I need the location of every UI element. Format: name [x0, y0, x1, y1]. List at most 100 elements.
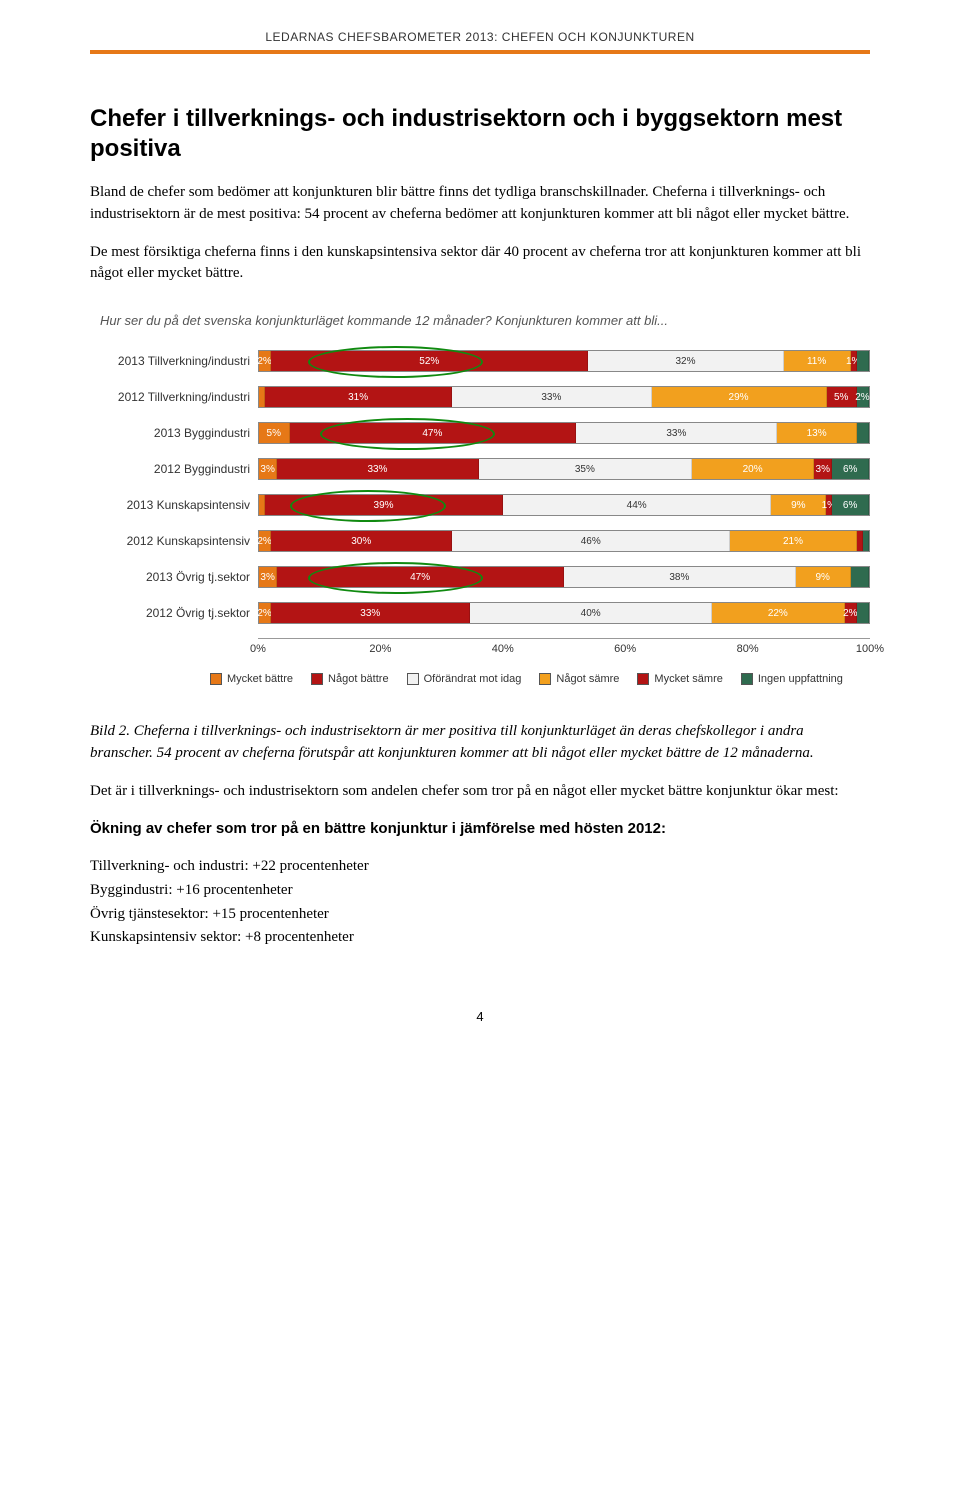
subheading: Ökning av chefer som tror på en bättre k…: [90, 818, 870, 840]
axis-tick: 60%: [614, 643, 636, 655]
legend-label: Något sämre: [556, 673, 619, 685]
chart-row: 2012 Övrig tj.sektor2%33%40%22%2%: [90, 602, 870, 624]
paragraph-1: Bland de chefer som bedömer att konjunkt…: [90, 182, 870, 226]
bar-segment: 3%: [814, 459, 832, 479]
legend-label: Något bättre: [328, 673, 389, 685]
legend-swatch: [407, 673, 419, 685]
bar-segment: 2%: [259, 603, 271, 623]
bar-segment: 21%: [730, 531, 857, 551]
chart-row: 2013 Byggindustri5%47%33%13%: [90, 422, 870, 444]
legend-label: Mycket bättre: [227, 673, 293, 685]
chart-x-axis: 0%20%40%60%80%100%: [258, 638, 870, 661]
list-line: Tillverkning- och industri: +22 procente…: [90, 856, 870, 878]
row-label: 2013 Övrig tj.sektor: [90, 570, 258, 584]
chart-row: 2013 Tillverkning/industri2%52%32%11%1%: [90, 350, 870, 372]
bar-segment: 2%: [845, 603, 857, 623]
bar-segment: 31%: [265, 387, 452, 407]
row-label: 2012 Tillverkning/industri: [90, 390, 258, 404]
bar-segment: 52%: [271, 351, 588, 371]
bar-segment: 39%: [265, 495, 503, 515]
bar-segment: 5%: [259, 423, 290, 443]
legend-label: Ingen uppfattning: [758, 673, 843, 685]
bar-segment: 5%: [827, 387, 857, 407]
bar-track: 3%33%35%20%3%6%: [258, 458, 870, 480]
axis-tick: 100%: [856, 643, 884, 655]
bar-segment: 2%: [259, 351, 271, 371]
chart-row: 2012 Tillverkning/industri31%33%29%5%2%: [90, 386, 870, 408]
axis-tick: 20%: [369, 643, 391, 655]
list-line: Byggindustri: +16 procentenheter: [90, 880, 870, 902]
list-line: Kunskapsintensiv sektor: +8 procentenhet…: [90, 927, 870, 949]
header-rule: [90, 50, 870, 54]
bar-segment: 20%: [692, 459, 814, 479]
bar-segment: 9%: [771, 495, 826, 515]
legend-label: Mycket sämre: [654, 673, 722, 685]
row-label: 2012 Byggindustri: [90, 462, 258, 476]
bar-segment: 3%: [259, 459, 277, 479]
legend-item: Ingen uppfattning: [741, 673, 843, 685]
bar-segment: [851, 567, 869, 587]
bar-segment: 35%: [479, 459, 693, 479]
legend-swatch: [637, 673, 649, 685]
bar-segment: [863, 531, 869, 551]
legend-label: Oförändrat mot idag: [424, 673, 522, 685]
bar-segment: 32%: [588, 351, 783, 371]
legend-item: Oförändrat mot idag: [407, 673, 522, 685]
bar-track: 2%52%32%11%1%: [258, 350, 870, 372]
paragraph-3: Det är i tillverknings- och industrisekt…: [90, 781, 870, 803]
page-header: LEDARNAS CHEFSBAROMETER 2013: CHEFEN OCH…: [90, 30, 870, 44]
bar-track: 31%33%29%5%2%: [258, 386, 870, 408]
legend-item: Något bättre: [311, 673, 389, 685]
chart-row: 2013 Kunskapsintensiv39%44%9%1%6%: [90, 494, 870, 516]
row-label: 2013 Byggindustri: [90, 426, 258, 440]
bar-segment: 44%: [503, 495, 771, 515]
row-label: 2012 Övrig tj.sektor: [90, 606, 258, 620]
bar-segment: 33%: [277, 459, 478, 479]
bar-segment: 40%: [470, 603, 712, 623]
bar-segment: 33%: [576, 423, 777, 443]
bar-segment: 29%: [652, 387, 827, 407]
list-line: Övrig tjänstesektor: +15 procentenheter: [90, 904, 870, 926]
row-label: 2013 Kunskapsintensiv: [90, 498, 258, 512]
legend-item: Något sämre: [539, 673, 619, 685]
row-label: 2013 Tillverkning/industri: [90, 354, 258, 368]
bar-segment: 13%: [777, 423, 856, 443]
legend-item: Mycket sämre: [637, 673, 722, 685]
legend-swatch: [311, 673, 323, 685]
bar-segment: 3%: [259, 567, 277, 587]
chart-row: 2012 Byggindustri3%33%35%20%3%6%: [90, 458, 870, 480]
legend-swatch: [741, 673, 753, 685]
bar-segment: 38%: [564, 567, 796, 587]
bar-segment: [857, 423, 869, 443]
paragraph-2: De mest försiktiga cheferna finns i den …: [90, 242, 870, 286]
bar-segment: 9%: [796, 567, 851, 587]
chart-row: 2012 Kunskapsintensiv2%30%46%21%: [90, 530, 870, 552]
axis-tick: 40%: [492, 643, 514, 655]
axis-tick: 0%: [250, 643, 266, 655]
bar-segment: 33%: [452, 387, 651, 407]
bar-track: 2%30%46%21%: [258, 530, 870, 552]
bar-track: 3%47%38%9%: [258, 566, 870, 588]
bar-segment: 30%: [271, 531, 452, 551]
bar-track: 2%33%40%22%2%: [258, 602, 870, 624]
stacked-bar-chart: Hur ser du på det svenska konjunkturläge…: [90, 313, 870, 685]
bar-segment: 46%: [452, 531, 730, 551]
chart-row: 2013 Övrig tj.sektor3%47%38%9%: [90, 566, 870, 588]
bar-segment: [857, 351, 869, 371]
bar-segment: 6%: [832, 495, 869, 515]
row-label: 2012 Kunskapsintensiv: [90, 534, 258, 548]
legend-swatch: [539, 673, 551, 685]
axis-tick: 80%: [737, 643, 759, 655]
bar-track: 5%47%33%13%: [258, 422, 870, 444]
bar-segment: 6%: [832, 459, 869, 479]
legend-item: Mycket bättre: [210, 673, 293, 685]
page-number: 4: [90, 1009, 870, 1024]
page-title: Chefer i tillverknings- och industrisekt…: [90, 104, 870, 164]
bar-segment: 2%: [857, 387, 869, 407]
bar-segment: 11%: [784, 351, 851, 371]
chart-legend: Mycket bättre Något bättre Oförändrat mot …: [210, 673, 870, 685]
bar-segment: 47%: [277, 567, 564, 587]
bar-segment: 22%: [712, 603, 845, 623]
bar-segment: 33%: [271, 603, 470, 623]
legend-swatch: [210, 673, 222, 685]
